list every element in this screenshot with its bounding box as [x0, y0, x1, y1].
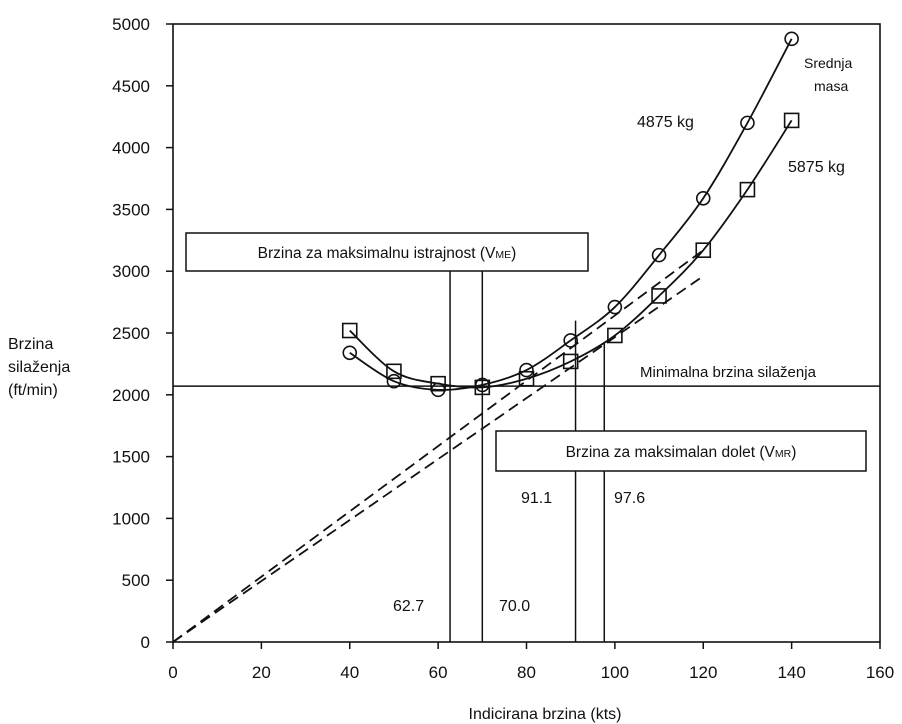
point-1-60: [430, 375, 446, 392]
point-1-130: [739, 181, 756, 198]
y-tick-label-3000: 3000: [112, 262, 150, 281]
point-1-80: [518, 370, 535, 387]
point-1-140: [783, 112, 800, 129]
plot-lines: [172, 38, 880, 643]
point-0-40: [342, 345, 358, 361]
y-tick-label-2500: 2500: [112, 324, 150, 343]
vme-value-70-0: 70.0: [499, 598, 530, 615]
point-1-90: [562, 353, 579, 370]
vmr-box: Brzina za maksimalan dolet (VMR): [495, 430, 867, 472]
y-tick-label-5000: 5000: [112, 15, 150, 34]
series-label-4875: 4875 kg: [637, 114, 694, 131]
y-tick-label-1000: 1000: [112, 509, 150, 528]
y-tick-label-2000: 2000: [112, 386, 150, 405]
point-1-40: [341, 322, 358, 339]
series-curve-0: [349, 38, 793, 391]
tangent-line-0: [172, 249, 704, 643]
x-tick-label-60: 60: [429, 663, 448, 682]
vme-box: Brzina za maksimalnu istrajnost (VME): [185, 232, 589, 272]
x-axis-title: Indicirana brzina (kts): [469, 706, 622, 723]
y-tick-label-500: 500: [122, 571, 150, 590]
point-0-90: [563, 333, 578, 348]
x-tick-label-0: 0: [168, 663, 177, 682]
tangent-line-1: [172, 275, 704, 643]
vmr-box-text: Brzina za maksimalan dolet (VMR): [566, 444, 797, 461]
vme-box-text: Brzina za maksimalnu istrajnost (VME): [258, 245, 517, 262]
x-tick-label-100: 100: [601, 663, 629, 682]
point-0-50: [386, 373, 402, 389]
x-tick-label-20: 20: [252, 663, 271, 682]
curve-note-line-1: Srednja: [804, 55, 852, 71]
point-1-70: [474, 379, 491, 396]
axis-ticks: 0500100015002000250030003500400045005000…: [112, 15, 894, 682]
vmr-value-97-6: 97.6: [614, 490, 645, 507]
point-0-80: [519, 362, 534, 378]
series-curve-1: [349, 119, 793, 389]
y-tick-label-4500: 4500: [112, 77, 150, 96]
point-1-100: [607, 327, 623, 344]
point-0-140: [784, 31, 799, 47]
y-axis-title-line-3: (ft/min): [8, 382, 58, 399]
y-tick-label-1500: 1500: [112, 448, 150, 467]
data-markers: [341, 31, 800, 398]
x-tick-label-120: 120: [689, 663, 717, 682]
x-tick-label-140: 140: [777, 663, 805, 682]
point-1-120: [695, 242, 712, 258]
point-1-110: [651, 288, 667, 304]
vmr-value-91-1: 91.1: [521, 490, 552, 507]
point-0-100: [607, 299, 623, 315]
point-0-130: [740, 115, 755, 131]
point-1-50: [386, 363, 402, 380]
y-tick-label-3500: 3500: [112, 200, 150, 219]
x-tick-label-160: 160: [866, 663, 894, 682]
curve-note-line-2: masa: [814, 78, 848, 94]
series-label-5875: 5875 kg: [788, 159, 845, 176]
point-0-110: [651, 247, 667, 263]
y-axis-title-line-1: Brzina: [8, 336, 53, 353]
plot-frame: [172, 23, 881, 643]
x-tick-label-80: 80: [517, 663, 536, 682]
x-tick-label-40: 40: [340, 663, 359, 682]
min-sink-label: Minimalna brzina silaženja: [640, 364, 817, 381]
vme-value-62-7: 62.7: [393, 598, 424, 615]
y-tick-label-4000: 4000: [112, 139, 150, 158]
point-0-120: [695, 190, 711, 206]
y-tick-label-0: 0: [141, 633, 150, 652]
y-axis-title-line-2: silaženja: [8, 359, 70, 376]
